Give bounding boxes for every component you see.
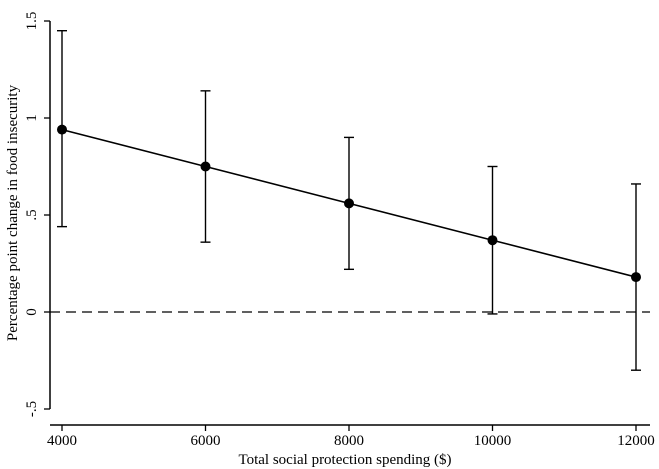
y-tick-label: .5 [24, 209, 40, 220]
y-tick-label: 1.5 [24, 12, 40, 31]
y-tick-label: 1 [24, 114, 40, 122]
data-point [487, 235, 498, 246]
x-tick-label: 8000 [334, 433, 364, 449]
x-tick-label: 4000 [47, 433, 77, 449]
x-tick-label: 6000 [191, 433, 221, 449]
x-tick-label: 12000 [617, 433, 655, 449]
y-ticks: -.5 0 .5 1 1.5 [24, 12, 50, 417]
x-ticks: 4000 6000 8000 10000 12000 [47, 425, 655, 449]
data-point [200, 161, 211, 172]
y-tick-label: 0 [24, 308, 40, 316]
data-point [344, 198, 354, 209]
data-point [57, 124, 67, 135]
series-points [57, 124, 641, 283]
x-tick-label: 10000 [474, 433, 512, 449]
axes [49, 21, 650, 426]
x-axis-title: Total social protection spending ($) [238, 452, 451, 468]
data-point [631, 272, 641, 283]
y-tick-label: -.5 [24, 401, 40, 417]
y-axis-title: Percentage point change in food insecuri… [5, 84, 21, 341]
